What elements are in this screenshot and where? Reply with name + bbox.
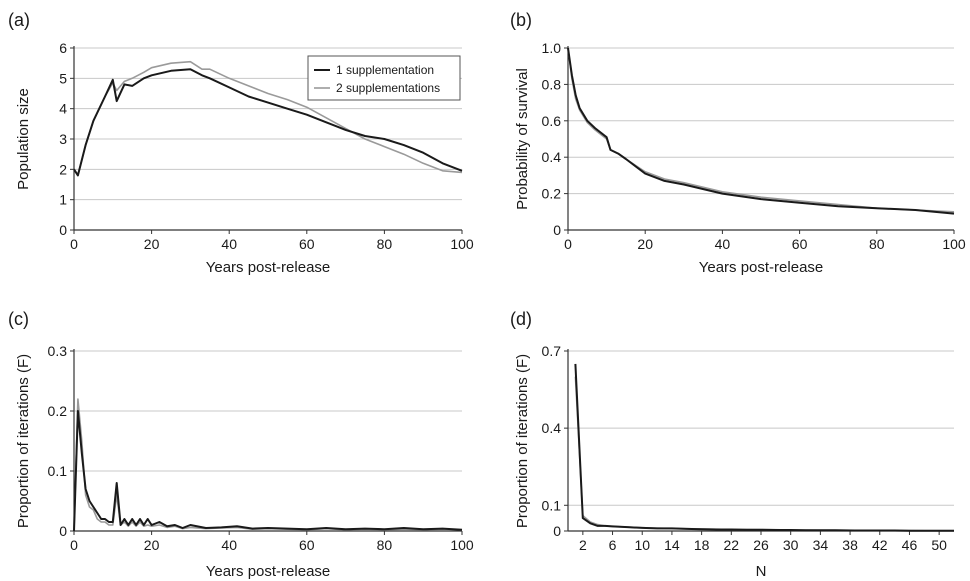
x-tick-label: 14	[664, 537, 680, 553]
y-tick-label: 3	[59, 131, 67, 147]
x-tick-label: 100	[450, 236, 474, 252]
x-tick-label: 2	[579, 537, 587, 553]
y-axis-label: Proportion of iterations (F)	[15, 354, 32, 528]
y-tick-label: 1	[59, 192, 67, 208]
panel-letter: (a)	[8, 10, 30, 30]
y-tick-label: 0.1	[542, 497, 562, 513]
y-tick-label: 1.0	[542, 40, 562, 56]
series-line-2	[574, 376, 954, 532]
y-tick-label: 5	[59, 70, 67, 86]
panel-letter: (c)	[8, 309, 29, 329]
x-axis-label: Years post-release	[206, 563, 331, 580]
y-axis-label: Probability of survival	[514, 68, 531, 210]
x-tick-label: 18	[694, 537, 710, 553]
chart-panel-d: (d)00.10.40.72 6 10 14 18 22 26 30 34 38 42 46 50NPr…	[510, 309, 954, 580]
x-tick-label: 20	[144, 236, 160, 252]
x-tick-label: 0	[70, 236, 78, 252]
y-tick-label: 0.4	[542, 149, 562, 165]
x-tick-label: 40	[715, 236, 731, 252]
x-tick-label: 38	[842, 537, 858, 553]
x-tick-label: 60	[299, 236, 315, 252]
x-tick-label: 40	[221, 537, 237, 553]
y-tick-label: 4	[59, 101, 67, 117]
x-tick-label: 30	[783, 537, 799, 553]
x-tick-label: 80	[377, 537, 393, 553]
chart-panel-c: (c) 0 0.1 0.2 0.3 0 20 40 60 80 100 Years post-rele…	[8, 309, 474, 580]
y-tick-label: 2	[59, 161, 67, 177]
y-tick-label: 0.3	[48, 343, 68, 359]
y-tick-label: 0.1	[48, 463, 68, 479]
x-tick-label: 20	[637, 236, 653, 252]
y-tick-label: 0.6	[542, 113, 562, 129]
series-line-1	[574, 363, 954, 532]
x-tick-label: 100	[450, 537, 474, 553]
legend-box	[307, 55, 461, 101]
x-tick-label: 46	[902, 537, 918, 553]
y-tick-label: 0.7	[542, 343, 562, 359]
x-tick-label: 40	[221, 236, 237, 252]
series-line-2	[567, 47, 955, 213]
series-line-2	[73, 398, 463, 532]
y-tick-label: 0	[59, 523, 67, 539]
y-axis-label: Proportion of iterations (F)	[514, 354, 531, 528]
x-tick-label: 60	[299, 537, 315, 553]
y-tick-label: 6	[59, 40, 67, 56]
y-tick-label: 0	[553, 523, 561, 539]
legend-label-2: 2 supplementations	[336, 81, 440, 95]
x-tick-label: 10	[634, 537, 650, 553]
y-tick-label: 0.8	[542, 76, 562, 92]
x-tick-label: 0	[70, 537, 78, 553]
x-tick-label: 50	[931, 537, 947, 553]
x-axis-label: N	[756, 563, 767, 580]
x-tick-label: 26	[753, 537, 769, 553]
x-axis-label: Years post-release	[206, 259, 331, 276]
x-tick-label: 80	[377, 236, 393, 252]
panel-letter: (d)	[510, 309, 532, 329]
y-tick-label: 0.2	[48, 403, 68, 419]
x-tick-label: 42	[872, 537, 888, 553]
x-tick-label: 0	[564, 236, 572, 252]
x-tick-label: 6	[609, 537, 617, 553]
y-tick-label: 0.4	[542, 420, 562, 436]
y-tick-label: 0.2	[542, 186, 562, 202]
chart-panel-b: (b) 0 0.2 0.4 0.6 0.8 1.0 0 20 40 60 80 100 Years pos…	[510, 10, 966, 276]
x-tick-label: 22	[724, 537, 740, 553]
x-tick-label: 60	[792, 236, 808, 252]
legend-label-1: 1 supplementation	[336, 63, 434, 77]
series-line-1	[567, 47, 955, 215]
y-tick-label: 0	[59, 222, 67, 238]
x-tick-label: 80	[869, 236, 885, 252]
x-tick-label: 100	[942, 236, 966, 252]
x-axis-label: Years post-release	[699, 259, 824, 276]
series-line-1	[73, 410, 463, 532]
y-tick-label: 0	[553, 222, 561, 238]
panel-letter: (b)	[510, 10, 532, 30]
y-axis-label: Population size	[15, 88, 32, 190]
x-tick-label: 34	[813, 537, 829, 553]
x-tick-label: 20	[144, 537, 160, 553]
series-line-1	[73, 68, 463, 177]
